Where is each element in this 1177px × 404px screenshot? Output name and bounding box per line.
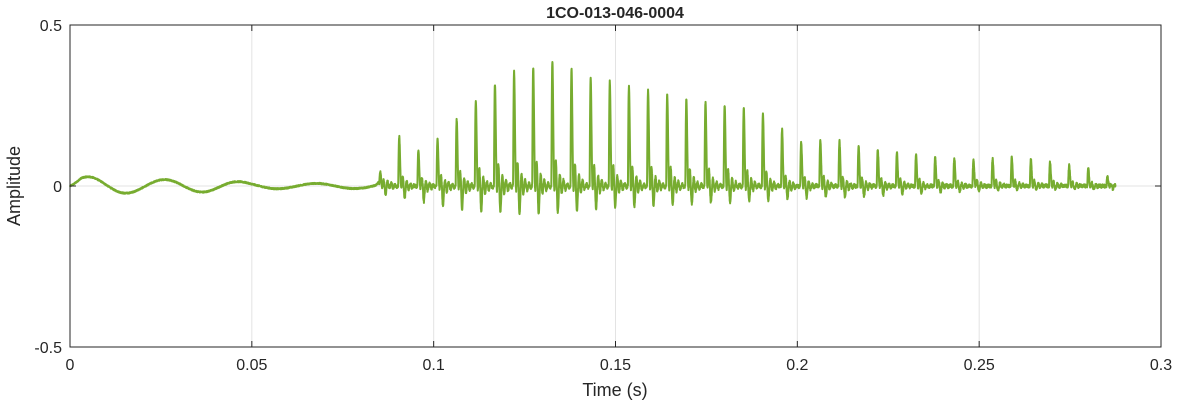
x-tick-label: 0 [66,357,75,374]
x-tick-labels: 0 0.05 0.1 0.15 0.2 0.25 0.3 [66,357,1173,374]
y-tick-label: -0.5 [34,340,62,357]
axis-ticks [69,24,1162,348]
y-tick-label: 0 [53,179,62,196]
x-tick-label: 0.05 [236,357,267,374]
x-axis-label: Time (s) [582,380,647,400]
y-tick-label: 0.5 [40,18,62,35]
y-axis-label: Amplitude [4,146,24,226]
x-tick-label: 0.25 [964,357,995,374]
amplitude-series-line [69,61,1117,216]
x-tick-label: 0.15 [600,357,631,374]
chart-title: 1CO-013-046-0004 [546,5,684,22]
x-tick-label: 0.2 [786,357,808,374]
x-tick-label: 0.3 [1150,357,1172,374]
x-tick-label: 0.1 [423,357,445,374]
y-tick-labels: -0.5 0 0.5 [34,18,62,357]
